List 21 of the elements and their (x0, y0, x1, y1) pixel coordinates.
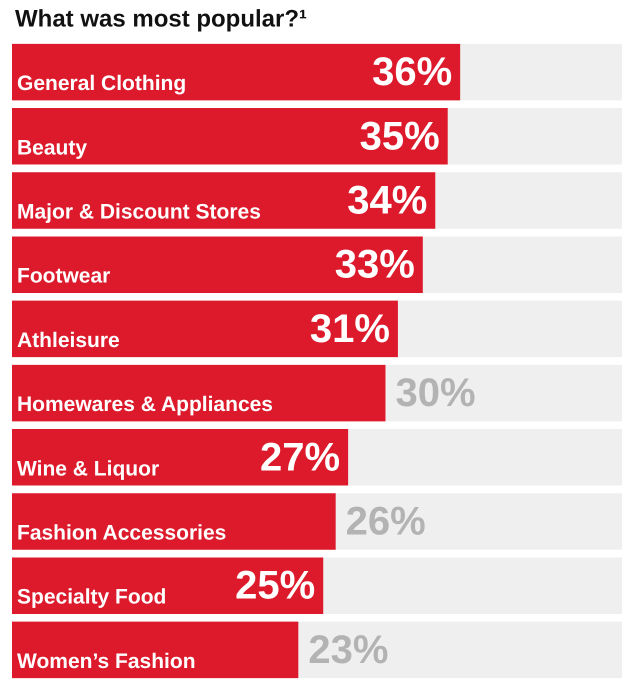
data-label: 26% (346, 500, 426, 544)
data-label: 36% (372, 50, 452, 94)
y-tick-label: General Clothing (17, 72, 186, 96)
data-label: 33% (334, 242, 415, 287)
data-label: 27% (260, 435, 340, 480)
data-label: 25% (235, 564, 316, 608)
chart-title: What was most popular?¹ (15, 6, 308, 32)
y-tick-label: Specialty Food (17, 586, 166, 609)
y-tick-label: Major & Discount Stores (17, 200, 261, 224)
y-tick-label: Wine & Liquor (17, 457, 160, 480)
data-label: 30% (395, 371, 476, 416)
data-label: 31% (310, 306, 390, 351)
data-label: 23% (308, 628, 388, 672)
y-tick-label: Homewares & Appliances (17, 393, 273, 416)
y-tick-label: Fashion Accessories (17, 522, 226, 544)
y-tick-label: Footwear (17, 264, 110, 288)
y-tick-label: Women’s Fashion (17, 650, 196, 673)
data-label: 34% (347, 178, 428, 222)
data-label: 35% (360, 114, 440, 158)
y-tick-label: Athleisure (17, 328, 120, 352)
y-tick-label: Beauty (17, 136, 88, 160)
